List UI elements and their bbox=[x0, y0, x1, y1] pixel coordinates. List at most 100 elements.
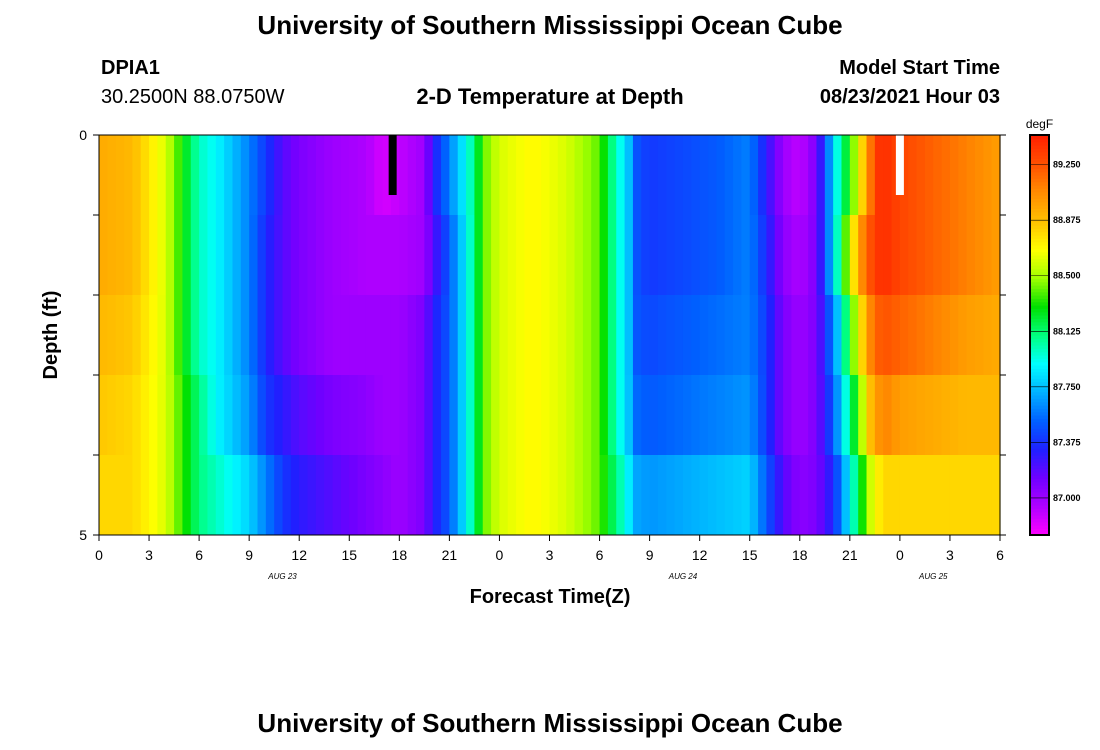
heatmap-cell bbox=[532, 455, 542, 535]
heatmap-cell bbox=[741, 455, 751, 535]
heatmap-cell bbox=[441, 295, 450, 375]
heatmap-cell bbox=[532, 295, 542, 375]
heatmap-cell bbox=[824, 455, 834, 535]
heatmap-cell bbox=[249, 455, 259, 535]
heatmap-cell bbox=[733, 375, 742, 455]
colorbar-swatch bbox=[1030, 471, 1049, 476]
heatmap-cell bbox=[532, 375, 542, 455]
heatmap-cell bbox=[833, 135, 843, 215]
heatmap-cell bbox=[157, 135, 167, 215]
heatmap-cell bbox=[908, 375, 918, 455]
x-tick-label: 21 bbox=[442, 547, 458, 563]
colorbar-swatch bbox=[1030, 235, 1049, 239]
heatmap-cell bbox=[107, 295, 117, 375]
heatmap-cell bbox=[124, 295, 133, 375]
colorbar-swatch bbox=[1030, 305, 1049, 309]
heatmap-cell bbox=[274, 455, 284, 535]
heatmap-cell bbox=[841, 135, 851, 215]
colorbar-swatch bbox=[1030, 278, 1049, 283]
heatmap-cell bbox=[182, 215, 192, 295]
heatmap-cell bbox=[958, 375, 968, 455]
heatmap-cell bbox=[958, 295, 968, 375]
heatmap-cell bbox=[399, 135, 409, 215]
colorbar-swatch bbox=[1030, 431, 1049, 436]
heatmap-cell bbox=[924, 455, 934, 535]
heatmap-cell bbox=[949, 455, 959, 535]
colorbar-swatch bbox=[1030, 155, 1049, 159]
heatmap-cell bbox=[357, 295, 367, 375]
colorbar-swatch bbox=[1030, 378, 1049, 383]
colorbar-swatch bbox=[1030, 488, 1049, 493]
heatmap-cell bbox=[174, 135, 184, 215]
heatmap-cell bbox=[340, 135, 350, 215]
heatmap-cell bbox=[657, 135, 667, 215]
heatmap-cell bbox=[666, 215, 676, 295]
heatmap-cell bbox=[724, 375, 734, 455]
heatmap-cell bbox=[758, 455, 767, 535]
heatmap-cell bbox=[682, 455, 692, 535]
heatmap-cell bbox=[516, 295, 526, 375]
heatmap-cell bbox=[449, 135, 459, 215]
heatmap-cell bbox=[741, 135, 751, 215]
heatmap-cell bbox=[591, 295, 601, 375]
heatmap-cell bbox=[140, 455, 150, 535]
x-tick-label: 9 bbox=[245, 547, 253, 563]
heatmap-cell bbox=[899, 455, 909, 535]
colorbar-swatch bbox=[1030, 478, 1049, 483]
heatmap-cell bbox=[190, 375, 200, 455]
heatmap-cell bbox=[149, 135, 158, 215]
heatmap-cell bbox=[624, 295, 634, 375]
heatmap-cell bbox=[349, 215, 359, 295]
heatmap-cell bbox=[365, 135, 375, 215]
heatmap-cell bbox=[390, 455, 400, 535]
colorbar-swatch bbox=[1030, 511, 1049, 516]
heatmap-cell bbox=[224, 135, 234, 215]
heatmap-cell bbox=[724, 295, 734, 375]
time-markers bbox=[388, 135, 904, 195]
heatmap-cell bbox=[99, 135, 108, 215]
heatmap-cell bbox=[265, 215, 275, 295]
heatmap-cell bbox=[783, 295, 793, 375]
heatmap-cell bbox=[599, 215, 609, 295]
heatmap-cell bbox=[741, 215, 751, 295]
heatmap-cell bbox=[758, 375, 767, 455]
heatmap-cell bbox=[382, 215, 392, 295]
heatmap-cell bbox=[424, 455, 434, 535]
heatmap-cell bbox=[491, 215, 501, 295]
heatmap-cell bbox=[340, 295, 350, 375]
colorbar-swatch bbox=[1030, 455, 1049, 459]
heatmap-cell bbox=[265, 455, 275, 535]
heatmap-cell bbox=[299, 375, 309, 455]
heatmap-cell bbox=[674, 295, 684, 375]
heatmap-cell bbox=[991, 455, 1001, 535]
colorbar-swatch bbox=[1030, 261, 1049, 266]
x-tick-label: 18 bbox=[792, 547, 808, 563]
heatmap-cell bbox=[724, 215, 734, 295]
heatmap-cell bbox=[833, 455, 843, 535]
heatmap-cell bbox=[499, 215, 509, 295]
heatmap-cell bbox=[524, 215, 534, 295]
heatmap-cell bbox=[849, 295, 859, 375]
heatmap-cell bbox=[549, 455, 559, 535]
heatmap-cell bbox=[165, 135, 175, 215]
heatmap-cell bbox=[307, 455, 317, 535]
heatmap-cell bbox=[783, 375, 793, 455]
heatmap-cell bbox=[958, 215, 968, 295]
heatmap-cell bbox=[991, 375, 1001, 455]
heatmap-cell bbox=[566, 135, 576, 215]
colorbar-swatch bbox=[1030, 165, 1049, 169]
heatmap-cell bbox=[516, 135, 526, 215]
colorbar-swatch bbox=[1030, 351, 1049, 356]
heatmap-cell bbox=[390, 295, 400, 375]
heatmap-cell bbox=[566, 455, 576, 535]
colorbar-swatch bbox=[1030, 248, 1049, 253]
colorbar-swatch bbox=[1030, 241, 1049, 246]
heatmap-cell bbox=[666, 295, 676, 375]
colorbar-swatch bbox=[1030, 148, 1049, 153]
date-label: AUG 23 bbox=[267, 572, 297, 581]
colorbar-swatch bbox=[1030, 221, 1049, 226]
heatmap-cell bbox=[974, 135, 984, 215]
heatmap-cell bbox=[507, 135, 517, 215]
heatmap-cell bbox=[858, 455, 868, 535]
colorbar-swatch bbox=[1030, 231, 1049, 236]
